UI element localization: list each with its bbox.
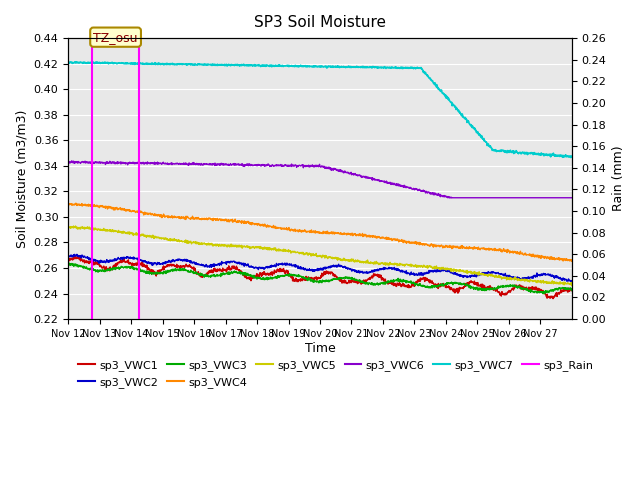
sp3_VWC6 [351, 170, 359, 176]
sp3_VWC3 [289, 272, 296, 278]
sp3_VWC7 [298, 63, 305, 69]
sp3_VWC5 [72, 223, 79, 229]
sp3_VWC7 [124, 61, 132, 67]
sp3_VWC5 [568, 283, 575, 288]
sp3_VWC4 [64, 202, 72, 208]
sp3_VWC6 [68, 158, 76, 164]
sp3_VWC6 [104, 159, 111, 165]
X-axis label: Time: Time [305, 342, 335, 355]
Line: sp3_VWC1: sp3_VWC1 [68, 256, 572, 299]
Line: sp3_VWC2: sp3_VWC2 [68, 254, 572, 281]
Y-axis label: Soil Moisture (m3/m3): Soil Moisture (m3/m3) [15, 109, 28, 248]
sp3_VWC2 [289, 263, 296, 268]
sp3_VWC7 [278, 62, 286, 68]
Line: sp3_VWC4: sp3_VWC4 [68, 203, 572, 261]
sp3_VWC7 [64, 59, 72, 65]
sp3_VWC5 [64, 225, 72, 231]
sp3_VWC2 [104, 259, 111, 265]
sp3_VWC3 [298, 275, 305, 280]
sp3_VWC4 [289, 228, 296, 233]
sp3_VWC3 [568, 287, 576, 293]
sp3_VWC6 [444, 195, 452, 201]
sp3_VWC1 [71, 253, 79, 259]
sp3_VWC3 [104, 268, 111, 274]
sp3_VWC1 [104, 268, 111, 274]
sp3_VWC1 [278, 267, 286, 273]
sp3_VWC4 [278, 225, 286, 231]
Legend: sp3_VWC1, sp3_VWC2, sp3_VWC3, sp3_VWC4, sp3_VWC5, sp3_VWC6, sp3_VWC7, sp3_Rain: sp3_VWC1, sp3_VWC2, sp3_VWC3, sp3_VWC4, … [74, 356, 598, 392]
sp3_VWC1 [298, 277, 305, 283]
sp3_VWC2 [567, 278, 575, 284]
Line: sp3_VWC5: sp3_VWC5 [68, 226, 572, 286]
sp3_VWC7 [567, 155, 575, 160]
sp3_VWC2 [278, 260, 286, 266]
Y-axis label: Rain (mm): Rain (mm) [612, 146, 625, 211]
sp3_VWC3 [124, 264, 132, 269]
sp3_VWC4 [104, 206, 111, 212]
sp3_VWC7 [351, 64, 359, 70]
sp3_VWC6 [64, 158, 72, 164]
sp3_VWC1 [351, 277, 359, 283]
sp3_VWC5 [124, 229, 132, 235]
sp3_VWC5 [278, 248, 286, 254]
sp3_VWC4 [124, 207, 132, 213]
sp3_VWC7 [72, 59, 79, 65]
sp3_VWC2 [351, 267, 359, 273]
sp3_VWC1 [568, 288, 576, 294]
Text: TZ_osu: TZ_osu [93, 31, 138, 44]
sp3_VWC5 [568, 281, 576, 287]
sp3_VWC2 [298, 266, 305, 272]
sp3_VWC1 [289, 278, 296, 284]
sp3_VWC5 [298, 251, 305, 257]
sp3_VWC6 [124, 160, 132, 166]
sp3_VWC4 [568, 258, 576, 264]
Line: sp3_VWC6: sp3_VWC6 [68, 161, 572, 198]
sp3_VWC5 [104, 228, 111, 234]
sp3_VWC7 [104, 60, 111, 66]
sp3_VWC7 [289, 63, 296, 69]
sp3_VWC2 [568, 278, 576, 284]
sp3_VWC6 [278, 162, 286, 168]
sp3_VWC6 [289, 163, 296, 169]
sp3_VWC4 [298, 228, 305, 234]
sp3_VWC6 [298, 162, 305, 168]
sp3_VWC2 [124, 254, 132, 260]
sp3_VWC4 [351, 232, 359, 238]
sp3_VWC5 [289, 249, 296, 254]
sp3_VWC3 [351, 276, 359, 282]
sp3_VWC2 [64, 253, 72, 259]
sp3_VWC1 [549, 296, 557, 301]
sp3_VWC3 [539, 291, 547, 297]
sp3_VWC7 [568, 154, 576, 160]
Line: sp3_VWC3: sp3_VWC3 [68, 263, 572, 294]
sp3_VWC3 [64, 263, 72, 268]
sp3_VWC3 [278, 273, 286, 278]
sp3_VWC1 [124, 260, 132, 265]
Title: SP3 Soil Moisture: SP3 Soil Moisture [254, 15, 386, 30]
sp3_VWC1 [64, 258, 72, 264]
sp3_VWC4 [72, 200, 80, 206]
sp3_VWC2 [73, 252, 81, 257]
sp3_VWC6 [568, 195, 576, 201]
sp3_VWC5 [351, 258, 359, 264]
Line: sp3_VWC7: sp3_VWC7 [68, 62, 572, 157]
sp3_VWC3 [65, 260, 73, 266]
